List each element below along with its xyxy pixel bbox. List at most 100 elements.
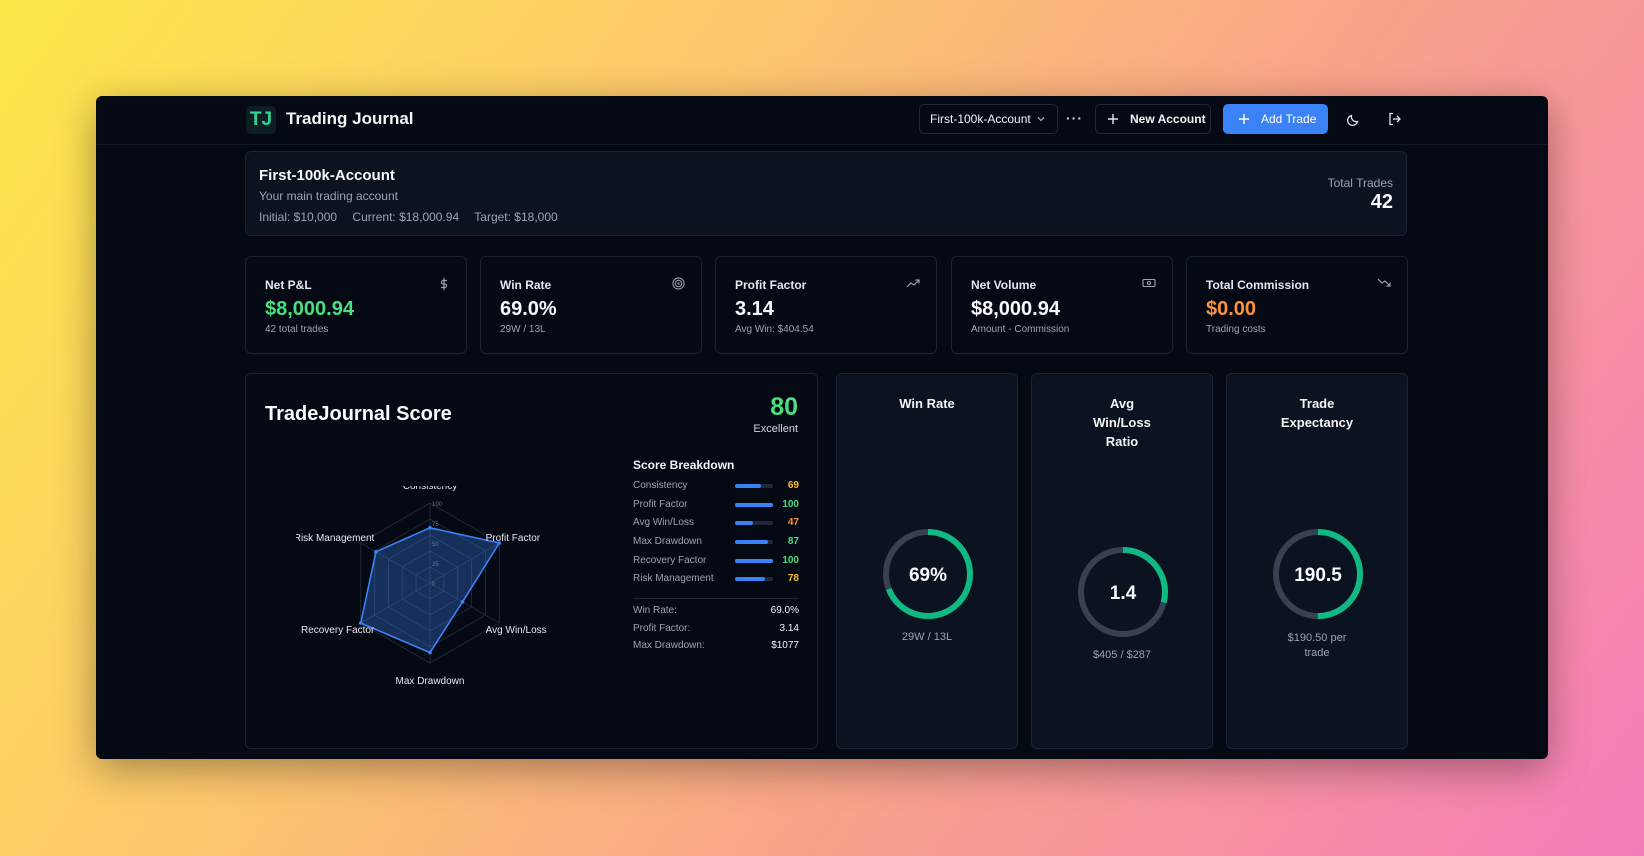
breakdown-label: Risk Management [633,573,714,585]
breakdown-bar [735,558,773,563]
account-summary-card: First-100k-Account Your main trading acc… [245,151,1407,236]
radar-tick-label: 0 [432,582,436,588]
breakdown-value: 100 [782,498,799,510]
summary-row: Profit Factor: 3.14 [633,623,799,641]
gauge-title-line: Win Rate [899,396,955,411]
breakdown-row: Recovery Factor 100 [633,555,799,574]
stat-card-total-commission: Total Commission $0.00 Trading costs [1186,256,1408,354]
stat-value: 69.0% [500,298,557,320]
summary-label: Win Rate: [633,605,677,617]
logout-icon[interactable] [1387,111,1403,127]
gauge-card-avg-win-loss: Avg Win/Loss Ratio 1.4 $405 / $287 [1031,373,1213,749]
gauge-subtext-line: $190.50 per [1287,632,1347,644]
banknote-icon [1142,278,1156,288]
gauge-title: Avg Win/Loss Ratio [1032,394,1212,451]
radar-tick-label: 75 [432,522,439,528]
radar-tick-label: 25 [432,562,439,568]
trending-up-icon [906,279,920,288]
gauge-title: Win Rate [837,394,1017,413]
account-select[interactable]: First-100k-Account [919,104,1058,134]
breakdown-bar [735,521,773,526]
gauge-subtext: 29W / 13L [837,630,1017,645]
breakdown-bar [735,540,773,545]
trending-down-icon [1377,278,1391,287]
summary-value: 69.0% [770,605,799,617]
plus-icon [1239,114,1249,124]
breakdown-label: Max Drawdown [633,536,702,548]
score-radar-chart: 0 25 50 75 100 Consistency Profit Factor Avg Wi… [296,486,547,687]
breakdown-bar-fill [735,540,769,545]
radar-axis-label: Risk Management [296,533,375,544]
breakdown-row: Consistency 69 [633,480,799,499]
breakdown-label: Avg Win/Loss [633,517,694,529]
breakdown-bar-fill [735,577,765,582]
radar-spoke [429,542,500,584]
breakdown-label: Profit Factor [633,498,688,510]
radar-point [428,650,432,655]
gauge-value: 190.5 [1294,565,1342,586]
breakdown-bar [735,502,773,507]
breakdown-title: Score Breakdown [633,458,735,472]
stat-card-net-volume: Net Volume $8,000.94 Amount - Commission [951,256,1173,354]
stat-subtext: Avg Win: $404.54 [735,324,814,335]
summary-label: Profit Factor: [633,622,691,634]
stat-card-profit-factor: Profit Factor 3.14 Avg Win: $404.54 [715,256,937,354]
account-select-value: First-100k-Account [930,112,1031,126]
radar-tick-label: 100 [432,502,443,508]
gauge-subtext: $190.50 per trade [1227,631,1407,661]
stat-card-net-pnl: Net P&L $8,000.94 42 total trades [245,256,467,354]
stat-subtext: Trading costs [1206,324,1266,335]
gauge-subtext: $405 / $287 [1032,648,1212,663]
target-balance: Target: $18,000 [474,210,558,224]
score-value: 80 [770,393,798,421]
current-balance: Current: $18,000.94 [352,210,460,224]
breakdown-bar-fill [735,502,773,507]
more-options-button[interactable]: ··· [1066,110,1083,126]
gauge-title-line: Expectancy [1280,415,1354,430]
breakdown-row: Max Drawdown 87 [633,536,799,555]
gauge-subtext-line: $405 / $287 [1092,649,1152,661]
gauge-title: Trade Expectancy [1227,394,1407,432]
stat-value: 3.14 [735,298,774,320]
stat-label: Total Commission [1206,278,1310,292]
account-balances: Initial: $10,000 Current: $18,000.94 Tar… [259,210,570,224]
breakdown-value: 87 [787,536,799,548]
stat-label: Net Volume [971,278,1037,292]
new-account-button[interactable]: New Account [1095,104,1211,134]
score-breakdown: Score Breakdown Consistency 69 Profit Fact… [633,458,799,658]
stat-value: $8,000.94 [971,298,1060,320]
radar-axis-label: Profit Factor [486,533,541,544]
gauge-progress [1078,547,1168,637]
radar-point [497,541,502,545]
breakdown-row: Risk Management 78 [633,573,799,592]
tradejournal-score-panel: TradeJournal Score 80 Excellent 0 25 50 75 1… [245,373,818,749]
radar-axis-label: Recovery Factor [301,625,375,636]
stat-subtext: Amount - Commission [971,324,1070,335]
new-account-label: New Account [1130,112,1206,126]
gauge-ring: 190.5 [1273,529,1363,619]
radar-axis-label: Max Drawdown [396,676,465,687]
radar-axis-label: Consistency [403,486,457,492]
dollar-icon [440,278,448,290]
initial-balance: Initial: $10,000 [259,210,338,224]
gauge-title-line: Ratio [1105,434,1139,449]
moon-icon[interactable] [1346,111,1362,127]
breakdown-value: 78 [787,573,799,585]
radar-point [460,600,465,604]
breakdown-bar-fill [735,558,773,563]
radar-tick-label: 50 [432,542,439,548]
app-logo: TJ [246,106,276,134]
account-name: First-100k-Account [259,167,395,184]
gauge-subtext-line: trade [1304,647,1330,659]
gauge-card-win-rate: Win Rate 69% 29W / 13L [836,373,1018,749]
gauge-value: 1.4 [1110,583,1137,604]
radar-axis-label: Avg Win/Loss [486,625,547,636]
gauge-title-line: Avg [1109,396,1135,411]
total-trades-value: 42 [1370,191,1393,213]
summary-value: $1077 [771,640,799,652]
gauge-progress [883,529,973,619]
add-trade-button[interactable]: Add Trade [1223,104,1328,134]
gauge-progress [1273,529,1363,619]
breakdown-value: 100 [782,554,799,566]
stat-subtext: 42 total trades [265,324,329,335]
